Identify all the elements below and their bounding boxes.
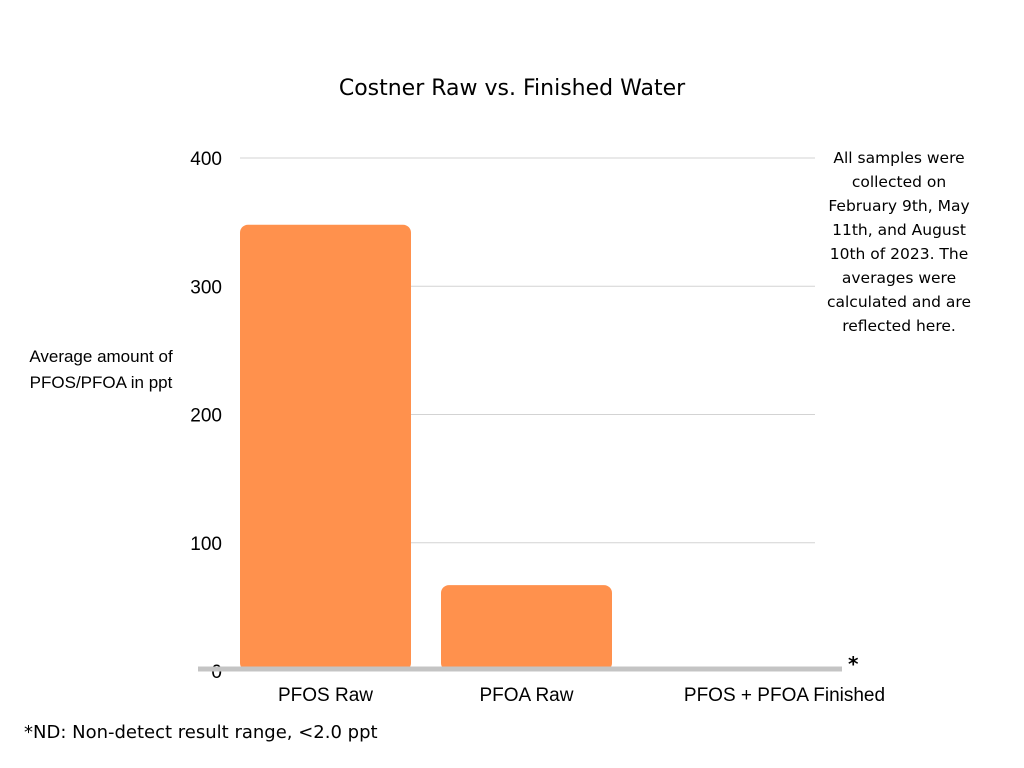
y-axis-label: Average amount of PFOS/PFOA in ppt	[29, 347, 173, 392]
y-tick-label: 100	[190, 534, 222, 555]
y-tick-label: 300	[190, 277, 222, 298]
bar	[441, 585, 612, 671]
footnote: *ND: Non-detect result range, <2.0 ppt	[24, 722, 378, 743]
chart-title: Costner Raw vs. Finished Water	[338, 76, 686, 101]
bars	[240, 224, 612, 671]
y-tick-label: 200	[190, 406, 222, 427]
x-tick-label: PFOA Raw	[480, 685, 574, 706]
y-axis-ticks: 0 100 200 300 400	[190, 149, 222, 683]
y-tick-label: 0	[211, 662, 222, 683]
x-tick-label: PFOS + PFOA Finished	[684, 685, 885, 706]
y-tick-label: 400	[190, 149, 222, 170]
x-axis-labels: PFOS Raw PFOA Raw PFOS + PFOA Finished	[278, 685, 885, 706]
bar	[240, 224, 411, 671]
sampling-note: All samples were collected on February 9…	[826, 149, 971, 335]
non-detect-marker: *	[848, 652, 859, 676]
x-tick-label: PFOS Raw	[278, 685, 373, 706]
